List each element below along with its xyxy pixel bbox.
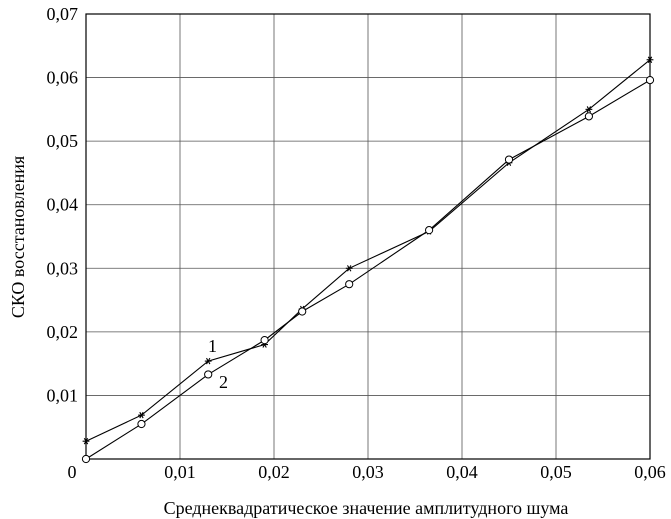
series-2-point [137,419,146,429]
y-tick-label: 0,07 [47,4,79,24]
series-2-point [345,280,354,289]
series-2-point [584,112,594,121]
x-tick-label: 0 [68,462,77,482]
series-1-point [138,411,145,419]
x-tick-label: 0,03 [352,462,384,482]
y-tick-label: 0,01 [47,385,79,405]
y-tick-label: 0,03 [47,258,79,278]
series-group [81,56,655,464]
series-2-point [298,307,307,316]
series-1-point [585,106,593,113]
y-tick-label: 0,06 [47,68,79,88]
x-tick-label: 0,06 [634,462,666,482]
x-tick-label: 0,02 [258,462,290,482]
series-line-2 [85,79,651,460]
x-axis-title: Среднеквадратическое значение амплитудно… [164,498,569,518]
plot-frame [85,13,651,460]
series-2-point [81,454,91,464]
y-tick-label: 0,04 [47,195,79,215]
x-axis-ticks: 0 0,01 0,02 0,03 0,04 0,05 0,06 [68,462,666,482]
series-2-point [260,336,269,345]
series-line-1 [85,59,651,442]
series-2-point [645,76,655,85]
x-tick-label: 0,05 [540,462,572,482]
y-tick-label: 0,02 [47,322,79,342]
y-axis-title: СКО восстановления [8,156,28,318]
series-1-point [204,357,212,365]
series-1-point [646,56,654,63]
series-1-point [345,265,353,272]
series-2-point [425,226,434,235]
series-label-1: 1 [208,336,217,356]
series-label-2: 2 [219,372,228,392]
y-tick-label: 0,05 [47,131,79,151]
series-1-point [82,437,90,445]
series-2-point [504,155,514,164]
y-axis-ticks: 0,01 0,02 0,03 0,04 0,05 0,06 0,07 [47,4,79,405]
series-2-point [204,370,213,379]
x-tick-label: 0,01 [164,462,196,482]
x-tick-label: 0,04 [446,462,478,482]
